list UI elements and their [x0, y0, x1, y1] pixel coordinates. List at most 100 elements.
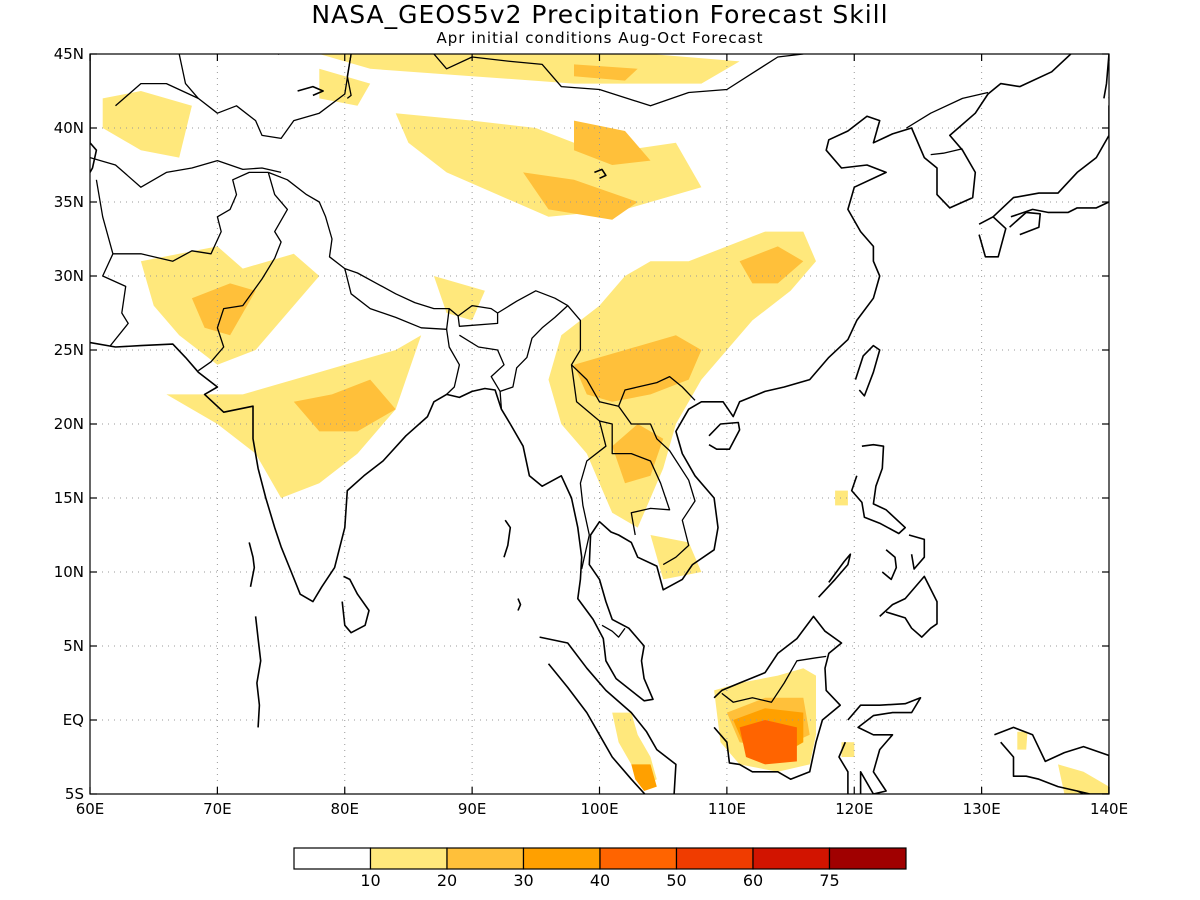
border-line-15	[601, 624, 626, 638]
coastline-layer	[90, 54, 1109, 794]
border-line-7	[344, 268, 450, 330]
border-line-8	[457, 313, 499, 327]
coastline-nicobar	[517, 598, 522, 611]
colorbar-swatch	[599, 847, 678, 870]
border-line-20	[346, 54, 352, 99]
skill-region-4	[574, 64, 638, 81]
colorbar-swatch	[752, 847, 831, 870]
colorbar-label: 75	[819, 871, 839, 890]
coastline-taiwan	[854, 344, 881, 397]
coastline-qinghai-lake	[594, 168, 607, 180]
border-line-4	[112, 171, 269, 262]
skill-region-2	[574, 120, 651, 165]
coastline-mindanao	[879, 575, 938, 638]
coastline-visayas-1	[881, 549, 898, 581]
border-line-9	[445, 329, 461, 395]
colorbar-label: 10	[360, 871, 380, 890]
coastline-mainland	[90, 54, 1072, 702]
coastline-palawan	[818, 553, 852, 598]
coastline-sumatra	[539, 636, 677, 794]
y-tick-label: 10N	[54, 563, 84, 581]
coastline-visayas-2	[908, 534, 926, 570]
colorbar-label: 40	[590, 871, 610, 890]
coastline-hainan	[708, 421, 741, 451]
border-line-18	[930, 148, 963, 156]
colorbar-swatch	[522, 847, 601, 870]
skill-region-26	[835, 490, 848, 506]
axis-labels: 60E 70E 80E 90E 100E 110E 120E 130E 140E 45N 40N 35…	[54, 45, 1128, 818]
skill-region-14	[739, 246, 804, 284]
chart-title: NASA_GEOS5v2 Precipitation Forecast Skil…	[311, 0, 889, 29]
coastline-balkhash	[277, 54, 281, 55]
y-tick-label: EQ	[63, 711, 84, 729]
x-tick-label: 80E	[330, 800, 359, 818]
border-line-1	[115, 82, 199, 107]
skill-region-15	[612, 424, 664, 484]
skill-region-5	[102, 91, 192, 158]
border-line-14	[618, 405, 696, 566]
skill-region-1	[523, 172, 638, 220]
skill-region-9	[166, 335, 422, 498]
y-tick-label: 40N	[54, 119, 84, 137]
y-tick-label: 25N	[54, 341, 84, 359]
skill-region-24	[1058, 764, 1109, 794]
coastline-japan-shikoku	[1009, 211, 1041, 236]
coastline-japan-hokkaido	[1103, 54, 1109, 99]
skill-region-0	[395, 113, 702, 217]
x-tick-label: 110E	[708, 800, 746, 818]
skill-region-20	[739, 720, 797, 765]
y-tick-label: 20N	[54, 415, 84, 433]
colorbar: 10 20 30 40 50 60 75	[293, 847, 907, 890]
chart-subtitle: Apr initial conditions Aug-Oct Forecast	[436, 29, 764, 47]
coastline-new-guinea	[994, 726, 1109, 794]
x-tick-label: 130E	[963, 800, 1001, 818]
coastline-maldives	[254, 616, 262, 728]
coastline-andaman	[503, 519, 512, 558]
colorbar-swatch	[369, 847, 448, 870]
border-line-5	[268, 171, 696, 407]
skill-region-25	[841, 742, 855, 757]
y-tick-label: 15N	[54, 489, 84, 507]
colorbar-swatch	[446, 847, 525, 870]
border-line-16	[721, 655, 827, 703]
coastline-sri-lanka	[341, 575, 370, 634]
border-line-6	[197, 172, 289, 372]
coastline-lakshadweep	[248, 542, 256, 587]
border-line-0	[178, 54, 352, 140]
y-tick-label: 35N	[54, 193, 84, 211]
skill-region-23	[1017, 731, 1028, 750]
skill-region-6	[319, 68, 371, 106]
coastline-luzon	[850, 443, 907, 535]
coastline-caspian	[90, 54, 98, 173]
border-line-17	[906, 91, 989, 129]
y-tick-label: 5S	[65, 785, 84, 803]
skill-region-10	[293, 379, 396, 432]
skill-region-13	[574, 335, 702, 402]
x-tick-label: 120E	[835, 800, 873, 818]
y-tick-label: 45N	[54, 45, 84, 63]
colorbar-label: 50	[666, 871, 686, 890]
colorbar-label: 20	[437, 871, 457, 890]
skill-region-3	[319, 54, 740, 84]
x-tick-label: 60E	[76, 800, 105, 818]
y-tick-label: 5N	[63, 637, 84, 655]
coastline-japan-honshu	[992, 105, 1109, 218]
coastline-borneo	[713, 615, 843, 781]
border-line-13	[599, 420, 671, 536]
x-tick-label: 90E	[458, 800, 487, 818]
colorbar-swatch	[828, 847, 907, 870]
colorbar-label: 60	[743, 871, 763, 890]
border-line-11	[499, 305, 569, 393]
x-tick-label: 100E	[580, 800, 618, 818]
coastline-japan-kyushu	[978, 216, 1007, 258]
coastline-sulawesi	[838, 696, 922, 794]
coastline-issyk-kul	[297, 85, 324, 97]
colorbar-swatch	[675, 847, 754, 870]
border-line-12	[570, 364, 607, 570]
skill-region-11	[433, 276, 485, 321]
border-line-2	[90, 156, 282, 188]
x-tick-label: 140E	[1090, 800, 1128, 818]
y-tick-label: 30N	[54, 267, 84, 285]
x-tick-label: 70E	[203, 800, 232, 818]
